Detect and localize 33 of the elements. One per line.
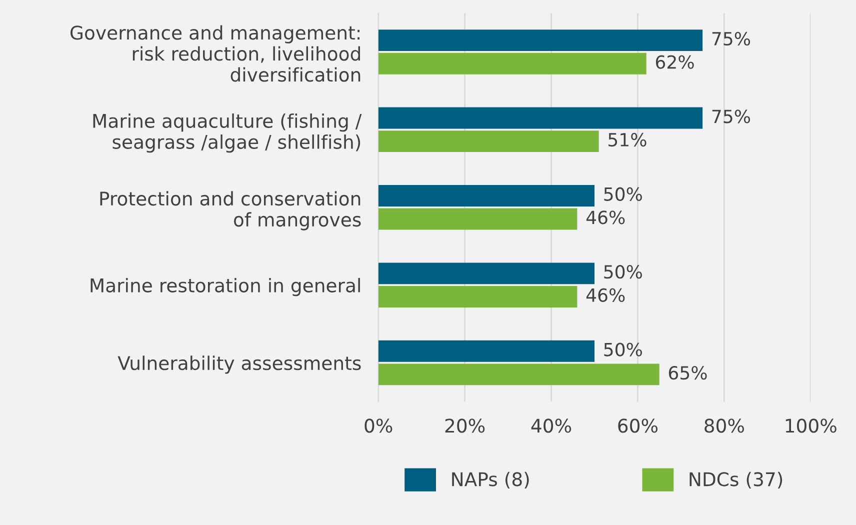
x-tick-label: 80% (704, 418, 744, 433)
data-label: 51% (608, 132, 646, 147)
x-tick-label: 100% (786, 418, 836, 433)
data-label: 50% (604, 265, 642, 279)
y-tick-label: Governance and management: risk reduction, livelihood diversification (70, 25, 360, 82)
bar (378, 340, 594, 362)
bar (378, 107, 703, 129)
data-label: 62% (656, 55, 694, 69)
y-tick-label: Marine restoration in general (90, 278, 360, 296)
bar (378, 286, 578, 308)
bar (378, 52, 646, 74)
bar (378, 30, 703, 52)
y-tick-label: Marine aquaculture (fishing / seagrass /algae / shellfish) (93, 113, 362, 153)
bar (378, 184, 594, 206)
legend-label: NAPs (8) (452, 472, 529, 489)
data-label: 75% (712, 110, 750, 124)
x-tick-label: 0% (364, 418, 392, 433)
x-tick-label: 60% (618, 418, 658, 433)
data-label: 75% (712, 32, 750, 46)
data-label: 65% (668, 366, 707, 380)
data-label: 50% (604, 187, 642, 201)
x-tick-label: 40% (531, 418, 572, 433)
legend-label: NDCs (37) (690, 472, 782, 489)
y-tick-label: Vulnerability assessments (118, 356, 361, 374)
data-label: 46% (586, 288, 625, 302)
y-tick-label: Protection and conservation of mangroves (100, 191, 361, 230)
data-label: 50% (604, 342, 642, 356)
bar (378, 130, 599, 152)
bar (378, 208, 578, 230)
bar (378, 262, 594, 284)
data-label: 46% (586, 210, 625, 224)
x-tick-label: 20% (445, 418, 485, 433)
bar (378, 364, 660, 386)
